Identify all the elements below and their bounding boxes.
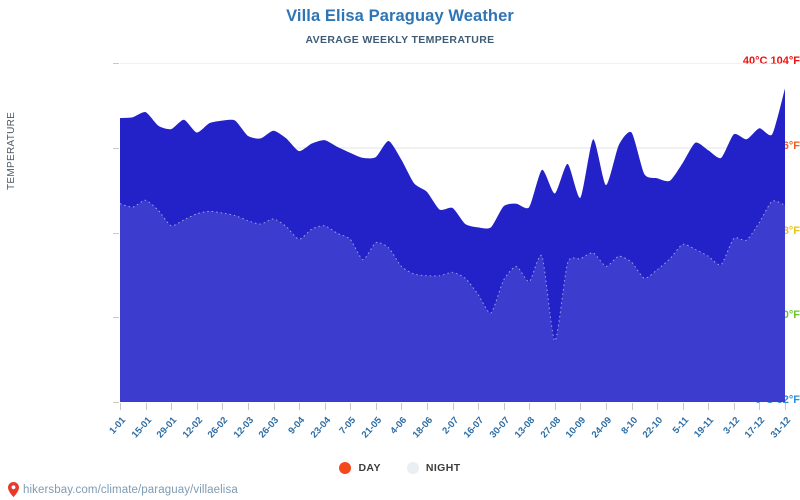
x-axis-tick — [273, 403, 275, 410]
x-axis-tick — [196, 403, 198, 410]
chart-plot-area — [120, 63, 785, 402]
x-axis-tick — [529, 403, 531, 410]
y-axis-tick — [113, 63, 119, 64]
x-axis-tick — [324, 403, 326, 410]
x-axis-tick — [708, 403, 710, 410]
x-axis-tick — [247, 403, 249, 410]
legend-label: DAY — [358, 462, 381, 474]
x-axis-tick — [657, 403, 659, 410]
legend-label: NIGHT — [425, 462, 461, 474]
x-axis-tick — [375, 403, 377, 410]
x-axis-tick — [401, 403, 403, 410]
x-axis-tick — [554, 403, 556, 410]
chart-legend: DAY NIGHT — [0, 462, 800, 474]
legend-swatch-night-icon — [406, 462, 419, 474]
x-axis-tick — [478, 403, 480, 410]
x-axis-tick — [171, 403, 173, 410]
y-axis-tick — [113, 402, 119, 403]
x-axis-tick — [222, 403, 224, 410]
x-axis-tick — [759, 403, 761, 410]
y-axis-tick — [113, 232, 119, 234]
x-axis-tick — [733, 403, 735, 410]
x-axis-tick — [299, 403, 300, 410]
x-axis-tick — [580, 403, 582, 410]
map-pin-icon — [8, 482, 19, 497]
x-axis-tick — [350, 403, 352, 410]
legend-item-day[interactable]: DAY — [339, 462, 380, 474]
x-axis-tick — [631, 403, 633, 410]
x-axis-tick — [606, 403, 607, 410]
legend-swatch-day-icon — [339, 462, 352, 474]
legend-item-night[interactable]: NIGHT — [406, 462, 461, 474]
y-axis-tick — [113, 317, 119, 319]
y-axis-title: TEMPERATURE — [6, 111, 17, 190]
x-axis-tick — [452, 403, 454, 410]
page-title: Villa Elisa Paraguay Weather — [286, 7, 514, 25]
footer-url[interactable]: hikersbay.com/climate/paraguay/villaelis… — [23, 483, 238, 496]
chart-subtitle: AVERAGE WEEKLY TEMPERATURE — [305, 34, 495, 46]
y-axis-label: 40°C 104°F — [742, 55, 800, 67]
x-axis-tick — [785, 403, 786, 410]
x-axis-tick — [503, 403, 505, 410]
y-axis-tick — [113, 147, 119, 149]
night-temperature-area — [120, 200, 785, 402]
day-temperature-area — [120, 88, 785, 402]
footer-attribution: hikersbay.com/climate/paraguay/villaelis… — [8, 482, 238, 497]
x-axis-tick — [426, 403, 428, 410]
x-axis-tick — [145, 403, 147, 410]
x-axis-tick — [120, 403, 121, 410]
x-axis-tick — [682, 403, 684, 410]
